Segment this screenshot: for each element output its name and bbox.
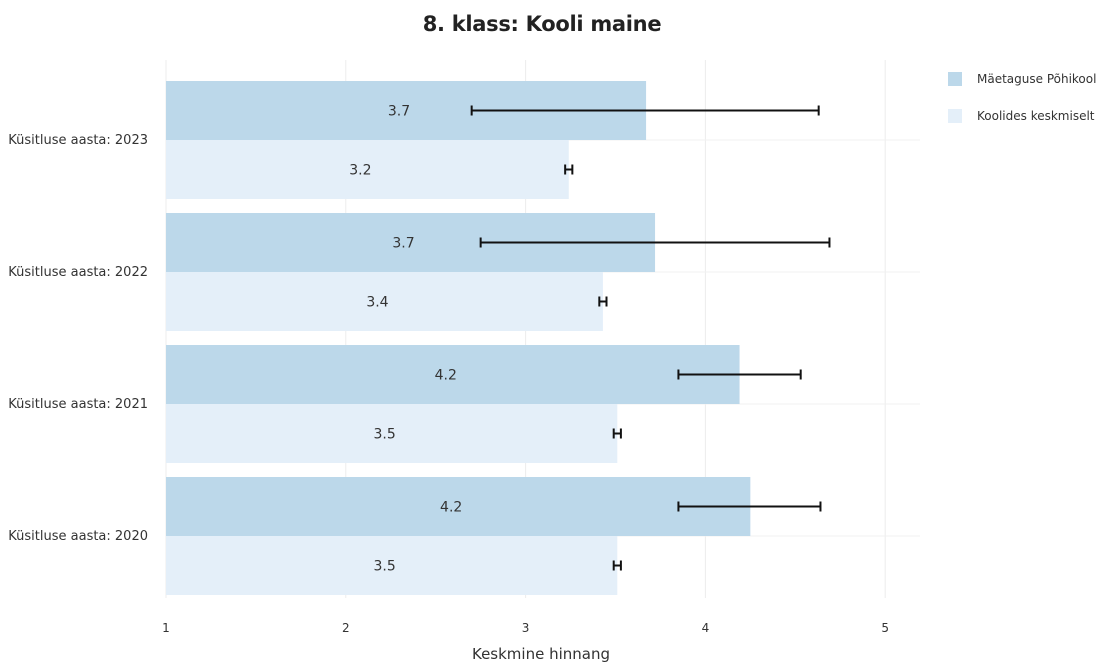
x-tick-label: 1	[162, 621, 170, 635]
legend-label-school: Mäetaguse Põhikool	[977, 72, 1097, 86]
legend-swatch-average	[948, 109, 962, 123]
data-label: 3.4	[366, 295, 388, 311]
data-label: 3.7	[388, 104, 410, 120]
bar	[166, 404, 618, 463]
x-tick-label: 4	[702, 621, 710, 635]
legend-swatch-school	[948, 72, 962, 86]
category-label: Küsitluse aasta: 2021	[8, 397, 148, 412]
x-axis-label: Keskmine hinnang	[472, 645, 610, 662]
category-label: Küsitluse aasta: 2023	[8, 133, 148, 148]
data-label: 3.2	[349, 163, 371, 179]
legend-item-school[interactable]: Mäetaguse Põhikool	[948, 70, 1096, 88]
x-tick-label: 5	[881, 621, 889, 635]
bar	[166, 536, 618, 595]
legend-item-average[interactable]: Koolides keskmiselt	[948, 107, 1096, 125]
category-label: Küsitluse aasta: 2020	[8, 529, 148, 544]
chart-title: 8. klass: Kooli maine	[422, 12, 662, 36]
legend-label-average: Koolides keskmiselt	[977, 109, 1095, 123]
data-label: 3.7	[392, 236, 414, 252]
data-label: 4.2	[440, 500, 462, 516]
x-tick-label: 3	[522, 621, 530, 635]
category-label: Küsitluse aasta: 2022	[8, 265, 148, 280]
bar	[166, 477, 751, 536]
legend: Mäetaguse Põhikool Koolides keskmiselt	[948, 70, 1096, 144]
data-label: 4.2	[435, 368, 457, 384]
x-tick-label: 2	[342, 621, 350, 635]
data-label: 3.5	[374, 427, 396, 443]
data-label: 3.5	[374, 559, 396, 575]
bar	[166, 345, 740, 404]
bar	[166, 140, 569, 199]
bar	[166, 272, 603, 331]
